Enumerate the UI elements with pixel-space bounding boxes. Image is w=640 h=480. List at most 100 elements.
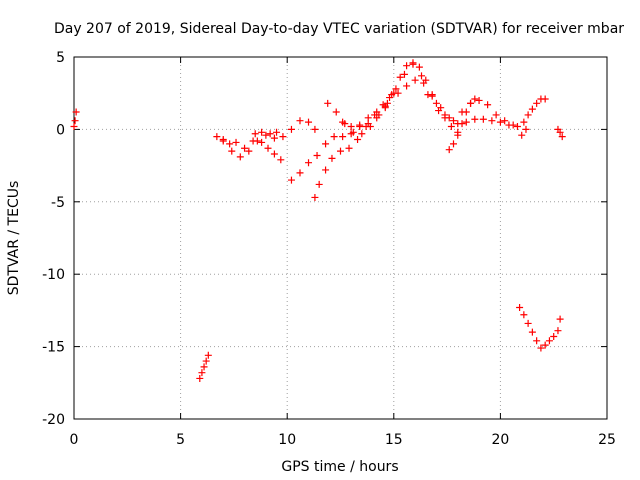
data-point	[558, 133, 566, 141]
data-point	[518, 131, 526, 139]
chart-title: Day 207 of 2019, Sidereal Day-to-day VTE…	[54, 21, 624, 37]
data-point	[432, 99, 440, 107]
data-point	[373, 114, 381, 122]
data-points	[70, 59, 566, 382]
data-point	[347, 123, 355, 131]
data-point	[270, 150, 278, 158]
data-point	[479, 115, 487, 123]
data-point	[467, 99, 475, 107]
series-track-14	[554, 125, 566, 141]
data-point	[322, 166, 330, 174]
data-point	[409, 59, 417, 67]
series-track-03	[213, 117, 319, 161]
data-point	[311, 193, 319, 201]
series-track-02	[196, 351, 212, 382]
data-point	[219, 136, 227, 144]
y-ticks: -20 -15 -10 -5 0 5	[42, 50, 607, 428]
data-point	[232, 138, 240, 146]
series-track-01	[70, 108, 80, 131]
y-tick-label: -15	[42, 340, 65, 356]
x-tick-label: 20	[491, 432, 509, 448]
data-point	[354, 136, 362, 144]
data-point	[70, 123, 78, 131]
data-point	[403, 82, 411, 90]
data-point	[356, 121, 364, 129]
data-point	[520, 118, 528, 126]
data-point	[509, 121, 517, 129]
data-point	[445, 146, 453, 154]
data-point	[358, 130, 366, 138]
x-tick-label: 0	[70, 432, 79, 448]
data-point	[528, 105, 536, 113]
data-point	[296, 169, 304, 177]
data-point	[202, 357, 210, 365]
data-point	[554, 327, 562, 335]
data-point	[339, 118, 347, 126]
data-point	[396, 73, 404, 81]
data-point	[241, 144, 249, 152]
data-point	[501, 117, 509, 125]
data-point	[196, 374, 204, 382]
data-point	[418, 72, 426, 80]
data-point	[458, 120, 466, 128]
data-point	[364, 120, 372, 128]
y-tick-label: -10	[42, 267, 65, 283]
data-point	[204, 351, 212, 359]
data-point	[394, 89, 402, 97]
data-point	[339, 133, 347, 141]
data-point	[556, 128, 564, 136]
data-point	[383, 99, 391, 107]
series-track-15	[516, 304, 564, 352]
data-point	[496, 118, 504, 126]
data-point	[311, 125, 319, 133]
data-point	[200, 363, 208, 371]
data-point	[492, 111, 500, 119]
data-point	[484, 101, 492, 109]
data-point	[71, 117, 79, 125]
x-tick-label: 10	[278, 432, 296, 448]
data-point	[251, 130, 259, 138]
series-track-10	[386, 76, 530, 133]
data-point	[332, 108, 340, 116]
data-point	[449, 117, 457, 125]
y-tick-label: -20	[42, 412, 65, 428]
data-point	[449, 140, 457, 148]
data-point	[537, 344, 545, 352]
y-tick-label: -5	[51, 195, 65, 211]
data-point	[381, 104, 389, 112]
series-track-11	[424, 91, 526, 139]
data-point	[226, 140, 234, 148]
series-track-09	[339, 59, 462, 136]
data-point	[264, 144, 272, 152]
data-point	[258, 138, 266, 146]
data-point	[524, 319, 532, 327]
series-track-05	[251, 130, 285, 164]
data-point	[287, 125, 295, 133]
data-point	[533, 337, 541, 345]
series-track-04	[219, 128, 281, 152]
data-point	[471, 95, 479, 103]
data-point	[522, 125, 530, 133]
data-point	[345, 144, 353, 152]
data-point	[330, 133, 338, 141]
data-point	[245, 147, 253, 155]
data-point	[441, 111, 449, 119]
data-point	[520, 311, 528, 319]
data-point	[198, 369, 206, 377]
x-axis-label: GPS time / hours	[281, 459, 398, 475]
data-point	[315, 180, 323, 188]
data-point	[72, 108, 80, 116]
x-ticks: 0 5 10 15 20 25	[70, 57, 616, 448]
data-point	[424, 91, 432, 99]
data-point	[228, 147, 236, 155]
data-point	[266, 130, 274, 138]
data-point	[313, 151, 321, 159]
data-point	[322, 140, 330, 148]
data-point	[550, 332, 558, 340]
data-point	[545, 337, 553, 345]
data-point	[445, 114, 453, 122]
data-point	[305, 118, 313, 126]
data-point	[279, 133, 287, 141]
data-point	[287, 176, 295, 184]
data-point	[471, 115, 479, 123]
